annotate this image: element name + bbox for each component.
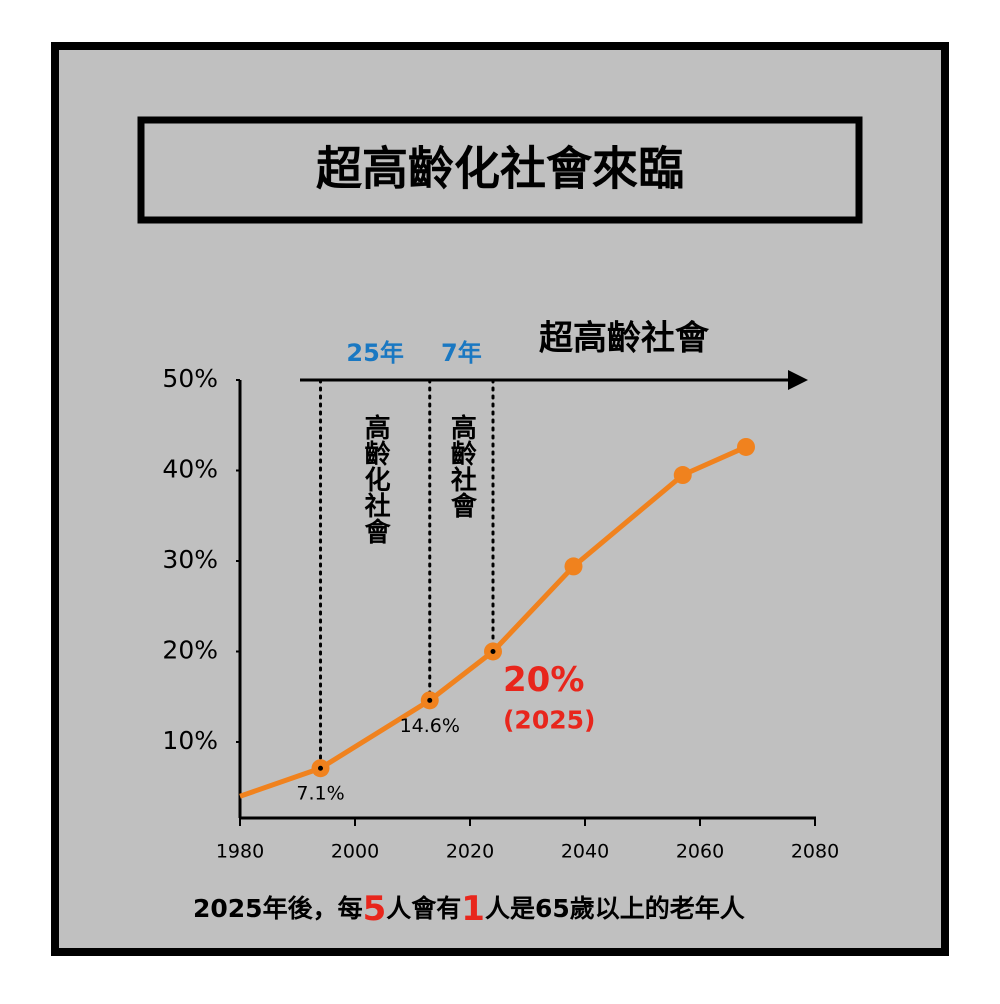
x-tick-label: 2040: [561, 841, 609, 863]
point-dot: [427, 697, 433, 703]
x-tick-label: 2080: [791, 841, 839, 863]
frame: [51, 42, 949, 956]
point: [564, 557, 583, 576]
caption-part: 2025年後，每: [193, 894, 363, 923]
y-tick-label: 10%: [162, 726, 218, 755]
x-tick-label: 2000: [331, 841, 379, 863]
caption-part: 人是65歲以上的老年人: [485, 894, 745, 923]
value-label: 14.6%: [400, 715, 460, 737]
y-tick-label: 30%: [162, 545, 218, 574]
caption-part: 人會有: [386, 894, 461, 923]
title-box: [137, 116, 863, 224]
title: 超高齡化社會來臨: [316, 142, 684, 196]
value-label: 7.1%: [296, 783, 344, 805]
y-tick-label: 50%: [162, 364, 218, 393]
y-tick-label: 20%: [162, 635, 218, 664]
value-label: 20%: [503, 660, 584, 700]
point-dot: [318, 765, 323, 771]
annotation: (2025): [503, 705, 595, 734]
point: [737, 437, 755, 456]
x-tick-label: 2060: [676, 841, 724, 863]
y-tick-label: 40%: [162, 454, 218, 483]
point: [673, 466, 692, 485]
interval-label: 7年: [441, 339, 482, 367]
arrow-head: [788, 370, 808, 390]
caption: 2025年後，每5人會有1人是65歲以上的老年人: [193, 889, 745, 929]
arrow-label: 超高齡社會: [539, 319, 710, 359]
point-dot: [490, 648, 496, 654]
x-tick-label: 2020: [446, 841, 494, 863]
stage-label: 高齡化社會: [360, 413, 390, 544]
caption-highlight: 5: [363, 889, 387, 929]
x-tick-label: 1980: [216, 841, 264, 863]
interval-label: 25年: [346, 339, 403, 367]
caption-highlight: 1: [461, 889, 485, 929]
stage-label: 高齡社會: [446, 413, 476, 518]
